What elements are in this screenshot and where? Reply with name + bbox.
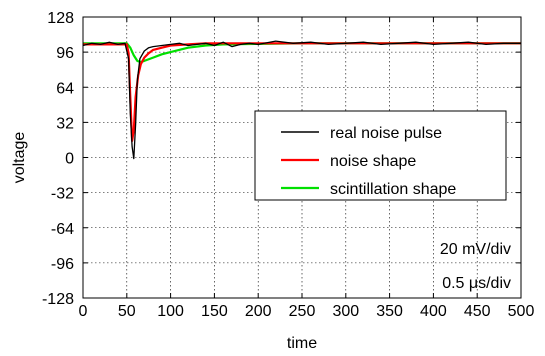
legend: real noise pulse noise shape scintillation… <box>254 110 507 201</box>
y-tick-labels: 128 96 64 32 0 -32 -64 -96 -128 <box>42 10 74 308</box>
annotation-scale-time: 0.5 μs/div <box>442 275 511 292</box>
y-tick-label-5: -32 <box>51 186 74 203</box>
x-tick-label-4: 200 <box>245 303 272 320</box>
x-tick-label-9: 450 <box>464 303 491 320</box>
legend-label-0: real noise pulse <box>330 125 442 142</box>
y-tick-label-3: 32 <box>56 115 74 132</box>
x-tick-label-0: 0 <box>79 303 88 320</box>
legend-box <box>254 110 507 201</box>
x-tick-label-3: 150 <box>201 303 228 320</box>
axis-ticks <box>82 16 522 299</box>
x-tick-label-8: 400 <box>420 303 447 320</box>
x-tick-label-1: 50 <box>118 303 136 320</box>
y-tick-label-0: 128 <box>47 10 74 27</box>
y-tick-label-2: 64 <box>56 80 74 97</box>
x-tick-label-7: 350 <box>376 303 403 320</box>
y-tick-label-6: -64 <box>51 221 74 238</box>
y-tick-label-4: 0 <box>65 151 74 168</box>
x-tick-label-6: 300 <box>332 303 359 320</box>
x-tick-label-2: 100 <box>157 303 184 320</box>
x-tick-label-10: 500 <box>508 303 535 320</box>
data-series <box>82 40 521 160</box>
x-axis-title: time <box>287 335 317 352</box>
legend-label-2: scintillation shape <box>330 181 456 198</box>
series-line-0 <box>82 40 521 160</box>
annotation-scale-voltage: 20 mV/div <box>440 241 511 258</box>
x-tick-label-5: 250 <box>289 303 316 320</box>
y-axis-title: voltage <box>11 132 28 184</box>
y-tick-label-8: -128 <box>42 291 74 308</box>
legend-label-1: noise shape <box>330 153 416 170</box>
x-tick-labels: 0 50 100 150 200 250 300 350 400 450 500 <box>79 303 535 320</box>
y-tick-label-1: 96 <box>56 45 74 62</box>
y-tick-label-7: -96 <box>51 256 74 273</box>
